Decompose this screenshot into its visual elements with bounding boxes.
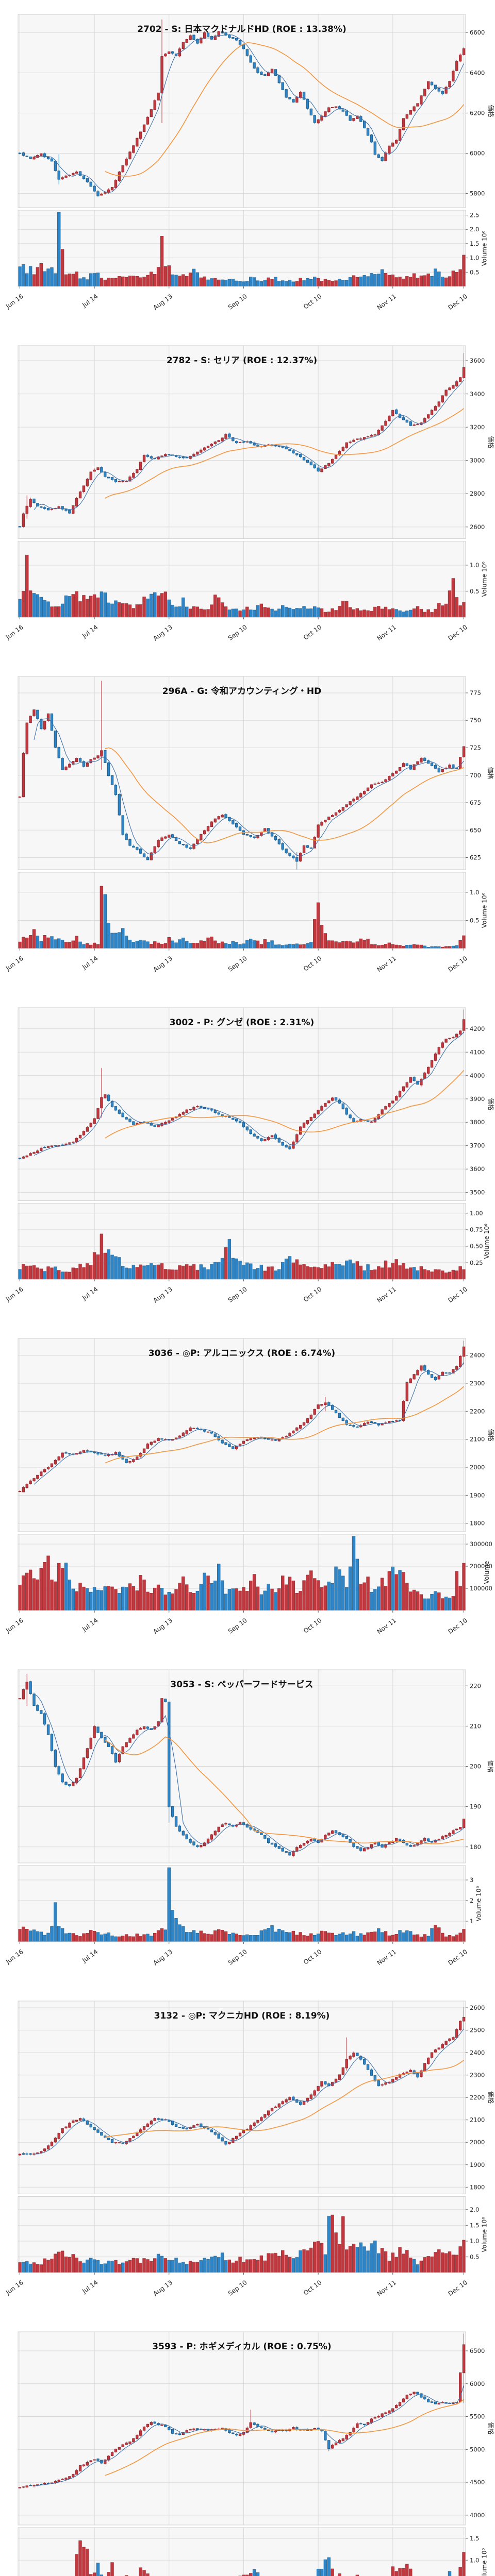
candlestick-volume-canvas [0, 662, 495, 993]
stock-chart-2702: 2702 - S: 日本マクドナルドHD (ROE : 13.38%) [0, 0, 495, 331]
stock-chart-3002: 3002 - P: グンゼ (ROE : 2.31%) [0, 993, 495, 1325]
candlestick-volume-canvas [0, 1986, 495, 2318]
candlestick-volume-canvas [0, 993, 495, 1325]
candlestick-volume-canvas [0, 1324, 495, 1655]
candlestick-volume-canvas [0, 331, 495, 663]
stock-chart-296A: 296A - G: 令和アカウンティング・HD [0, 662, 495, 993]
stock-chart-2782: 2782 - S: セリア (ROE : 12.37%) [0, 331, 495, 663]
stock-chart-3132: 3132 - ◎P: マクニカHD (ROE : 8.19%) [0, 1986, 495, 2318]
candlestick-volume-canvas [0, 2317, 495, 2576]
candlestick-volume-canvas [0, 0, 495, 331]
stock-chart-3593: 3593 - P: ホギメディカル (ROE : 0.75%) [0, 2317, 495, 2576]
stock-chart-3036: 3036 - ◎P: アルコニックス (ROE : 6.74%) [0, 1324, 495, 1655]
stock-chart-3053: 3053 - S: ペッパーフードサービス [0, 1655, 495, 1987]
candlestick-volume-canvas [0, 1655, 495, 1987]
